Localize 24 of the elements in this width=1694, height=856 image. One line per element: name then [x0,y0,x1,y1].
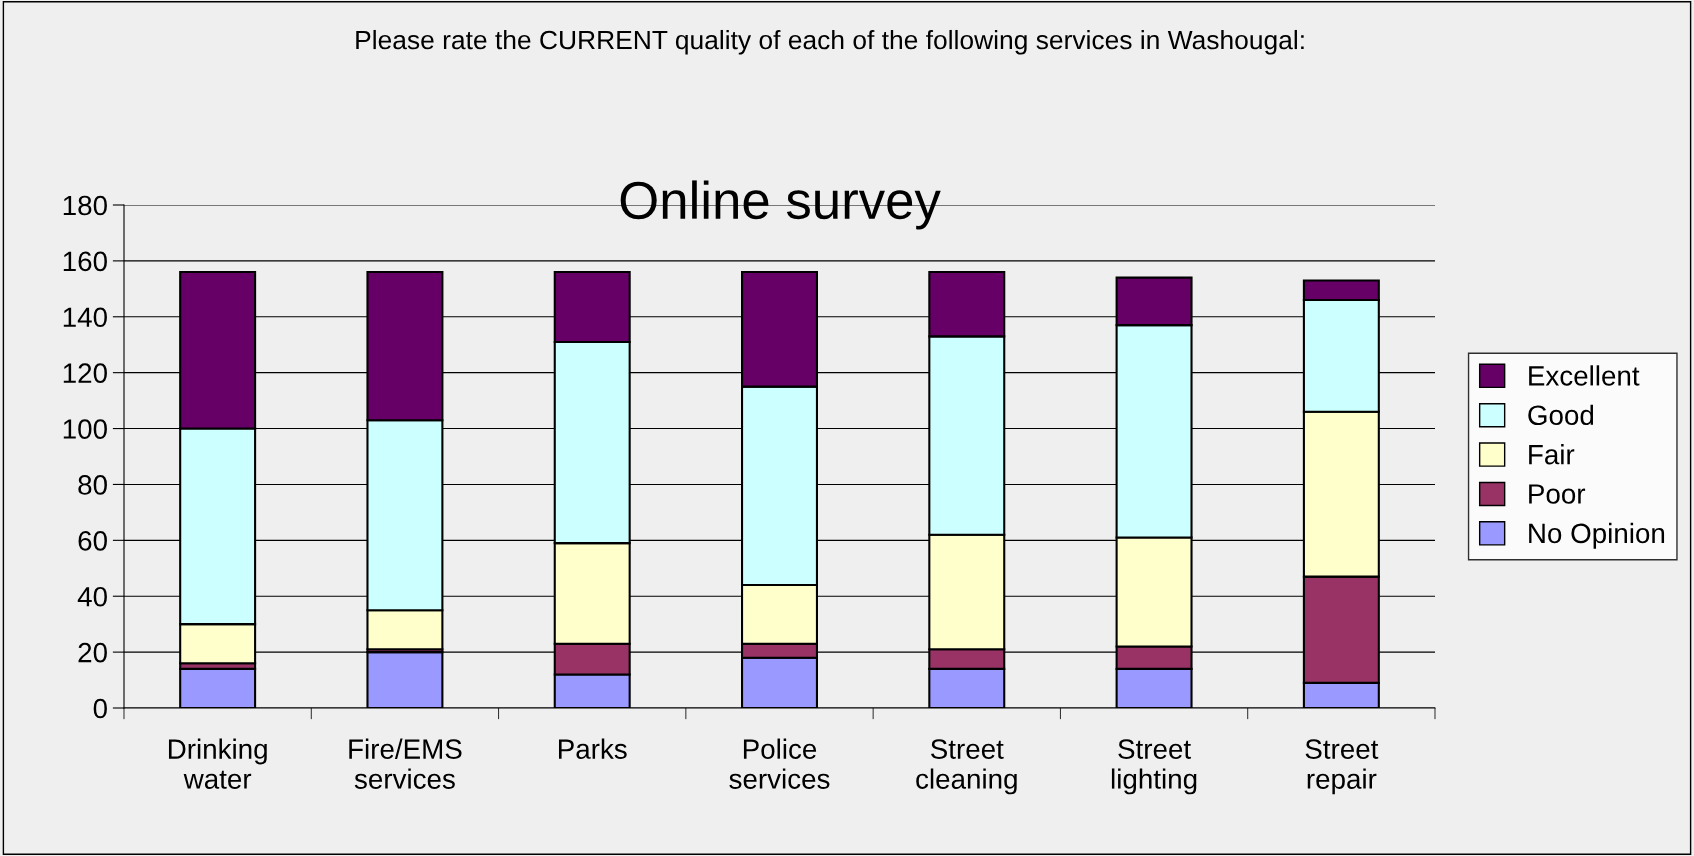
chart-title: Please rate the CURRENT quality of each of the following services in Washougal: [356,29,1304,55]
y-tick-label: 140 [63,307,107,328]
y-tick-label: 20 [78,642,107,663]
legend-label: No Opinion [1529,522,1665,549]
y-tick-label: 120 [63,363,107,384]
y-tick-label: 100 [63,419,107,439]
y-tick-label: 160 [63,251,107,272]
x-tick-label: Parks [558,738,627,759]
y-tick-label: 40 [77,586,107,607]
x-tick-label: Police services [729,738,830,789]
y-tick-label: 180 [63,195,107,216]
chart-subtitle: Online survey [620,180,941,230]
x-tick-label: Street lighting [1111,739,1197,795]
x-tick-label: Fire/EMS services [349,738,462,789]
x-tick-label: Street repair [1305,739,1379,795]
y-tick-label: 60 [78,531,107,551]
x-tick-label: Street cleaning [916,739,1017,795]
legend-label: Poor [1529,484,1586,504]
y-tick-label: 0 [93,698,107,719]
x-tick-label: Drinking water [168,738,267,789]
legend-label: Fair [1529,444,1575,465]
y-tick-label: 80 [78,475,107,495]
legend-label: Excellent [1529,365,1640,386]
legend-label: Good [1528,404,1594,426]
